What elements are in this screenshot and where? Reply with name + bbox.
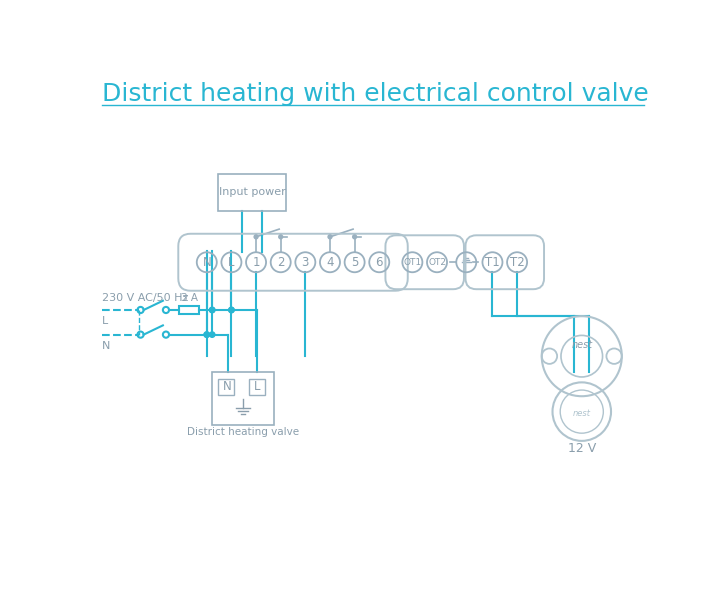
Bar [218, 173, 286, 211]
Circle shape [210, 307, 215, 312]
Circle shape [328, 235, 332, 239]
Circle shape [210, 307, 215, 312]
Circle shape [352, 235, 357, 239]
Text: 12 V: 12 V [568, 443, 596, 456]
Bar [212, 372, 274, 425]
Circle shape [229, 307, 234, 312]
Text: N: N [202, 256, 211, 268]
Text: L: L [253, 381, 260, 393]
Circle shape [204, 332, 210, 337]
Text: T1: T1 [485, 256, 500, 268]
Text: N: N [102, 341, 111, 351]
Text: L: L [102, 316, 108, 326]
Text: 5: 5 [351, 256, 358, 268]
Text: Input power: Input power [219, 187, 285, 197]
Bar [218, 380, 234, 394]
Text: OT2: OT2 [428, 258, 446, 267]
Text: nest: nest [573, 409, 590, 418]
Text: 2: 2 [277, 256, 285, 268]
Text: District heating with electrical control valve: District heating with electrical control… [102, 82, 649, 106]
Text: 6: 6 [376, 256, 383, 268]
Text: 1: 1 [253, 256, 260, 268]
Bar [179, 306, 199, 314]
Circle shape [229, 307, 234, 312]
Text: 230 V AC/50 Hz: 230 V AC/50 Hz [102, 293, 189, 303]
Text: District heating valve: District heating valve [187, 426, 299, 437]
Circle shape [254, 235, 258, 239]
Text: OT1: OT1 [403, 258, 422, 267]
Text: T2: T2 [510, 256, 524, 268]
Circle shape [204, 332, 210, 337]
Text: 3: 3 [301, 256, 309, 268]
Text: 3 A: 3 A [181, 293, 197, 303]
Text: 4: 4 [326, 256, 333, 268]
Circle shape [210, 332, 215, 337]
Bar [249, 380, 264, 394]
Text: N: N [223, 381, 232, 393]
Circle shape [279, 235, 282, 239]
Text: L: L [228, 256, 234, 268]
Text: nest: nest [571, 340, 593, 350]
